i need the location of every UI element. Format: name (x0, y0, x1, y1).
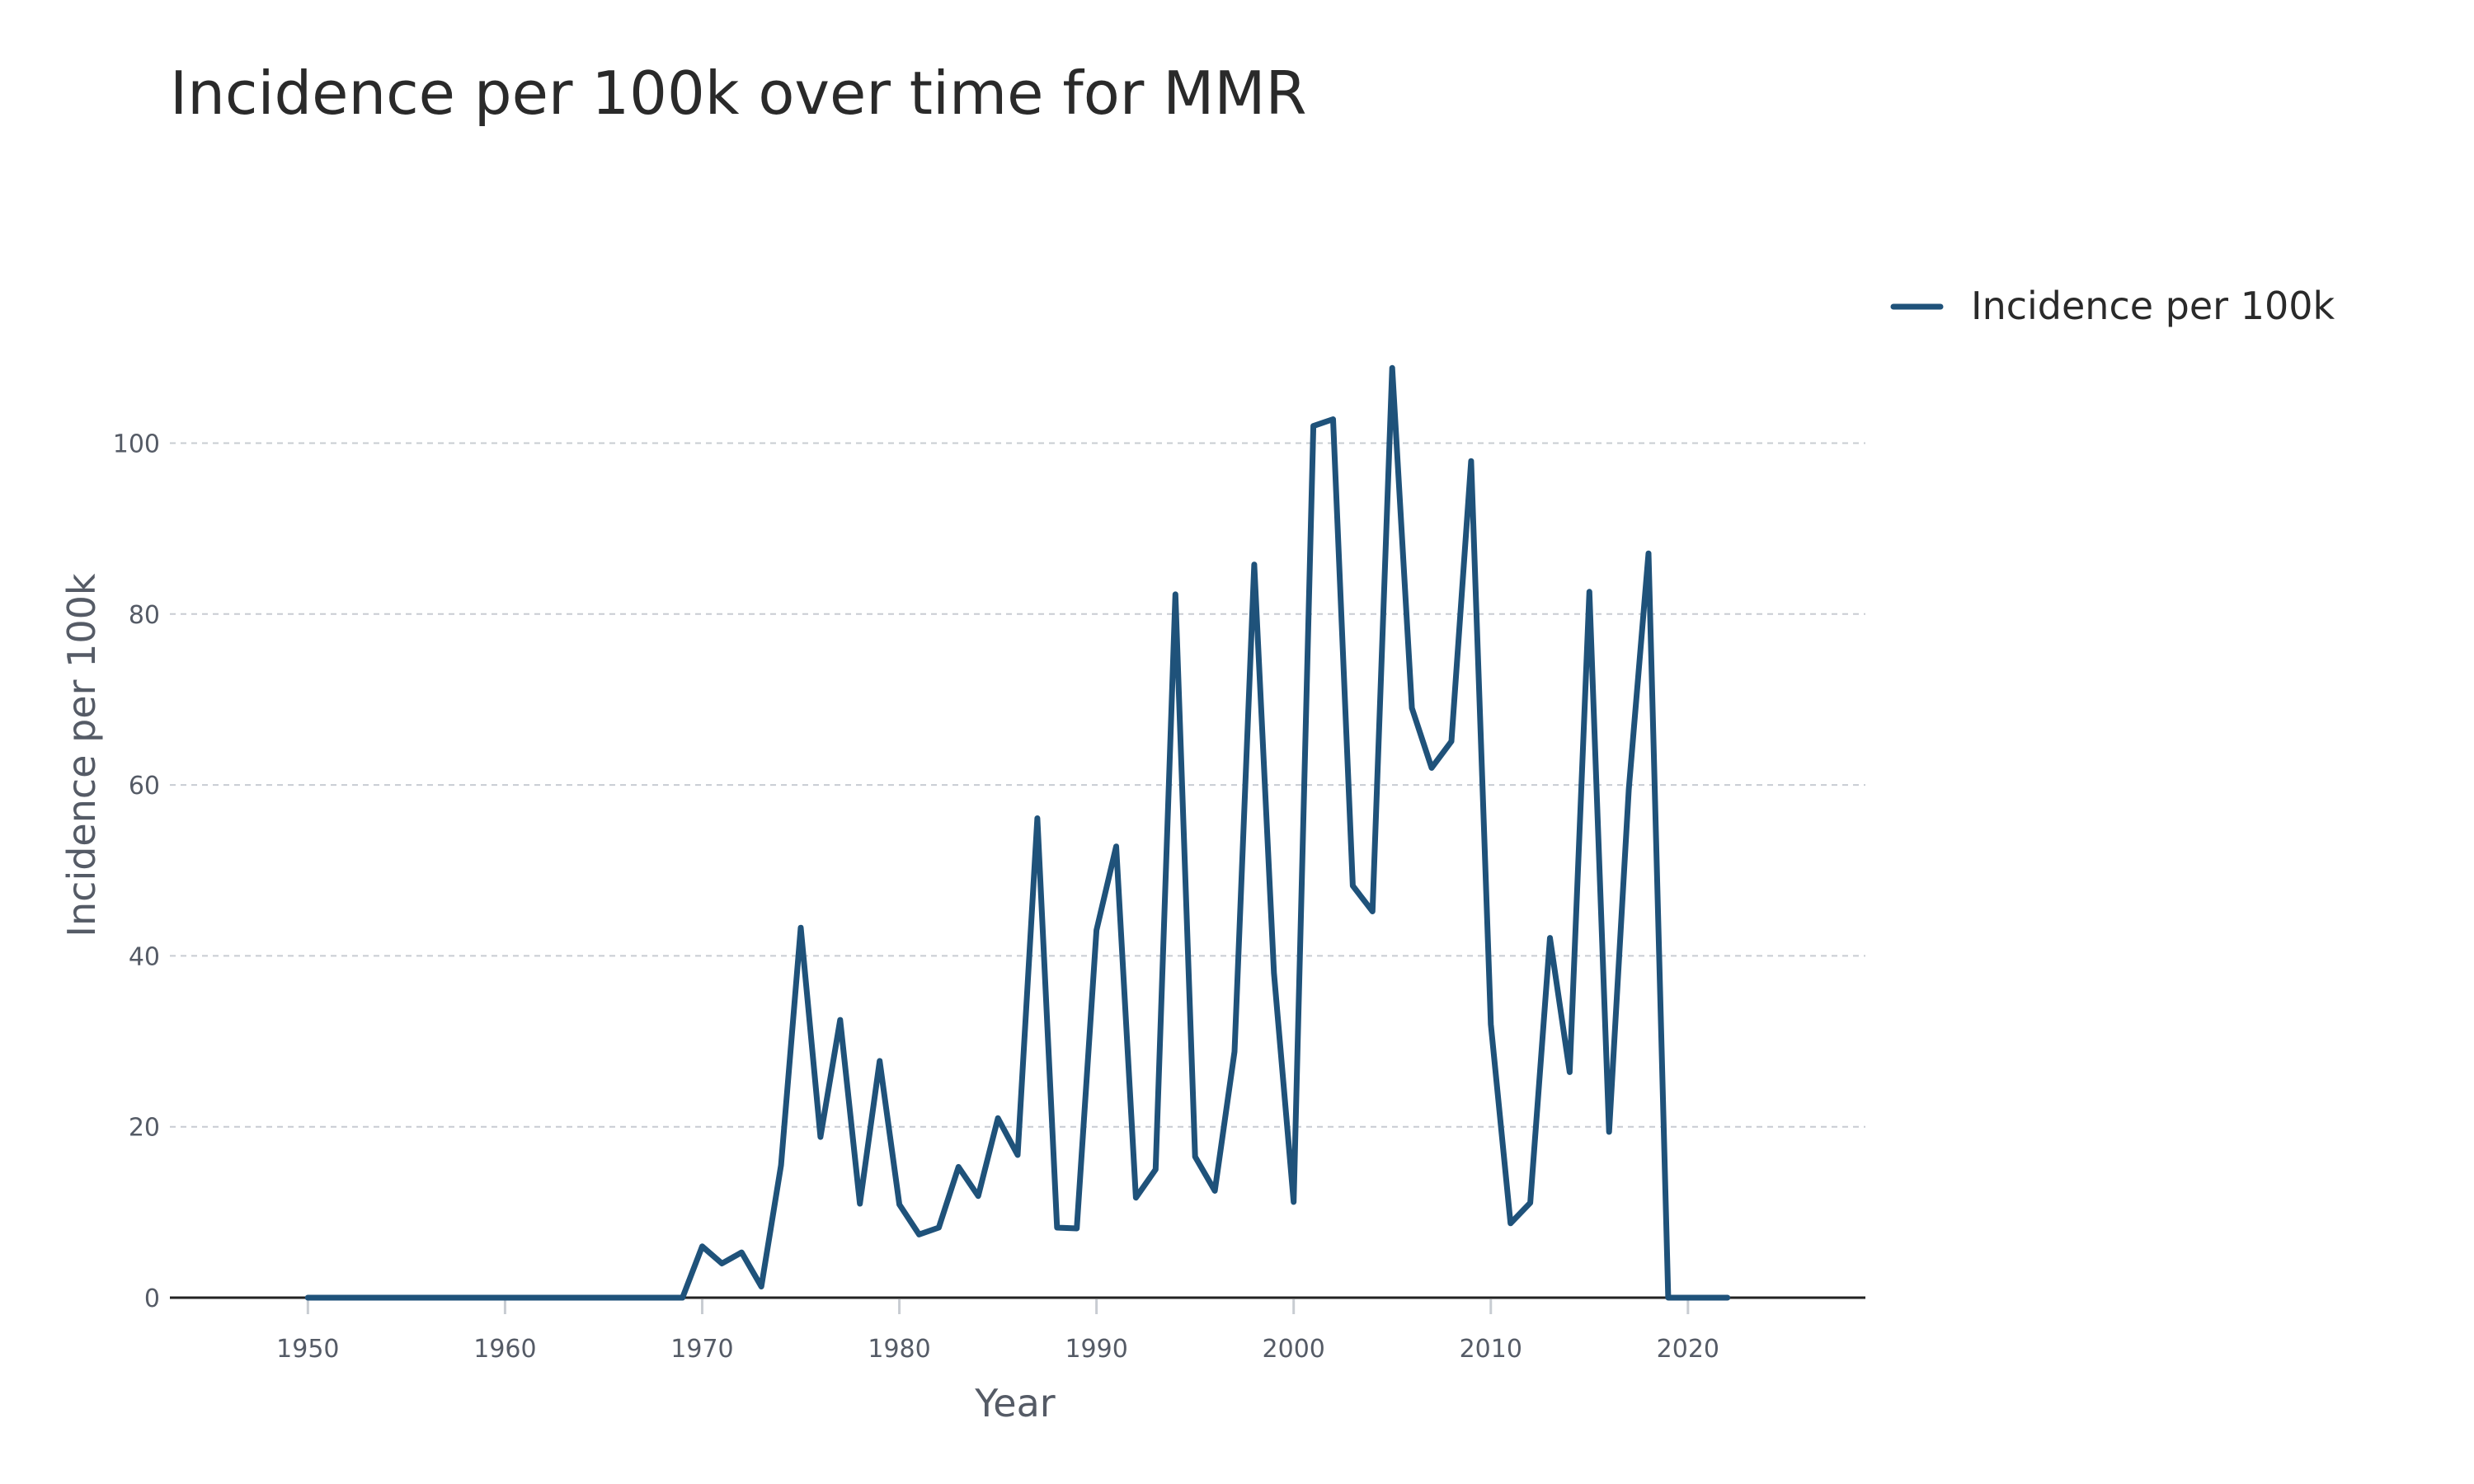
data-point-1990 (1094, 928, 1099, 933)
data-point-1997 (1232, 1049, 1237, 1054)
data-point-2015 (1587, 589, 1592, 594)
data-point-1992 (1133, 1195, 1139, 1200)
data-point-1976 (817, 1134, 823, 1140)
data-point-1961 (522, 1295, 528, 1300)
data-point-1966 (620, 1295, 626, 1300)
data-point-1977 (837, 1017, 843, 1023)
data-point-2005 (1390, 365, 1395, 371)
data-point-2014 (1567, 1069, 1573, 1075)
data-point-1975 (798, 925, 803, 931)
data-point-2018 (1646, 551, 1651, 556)
data-point-1969 (680, 1295, 685, 1300)
data-point-1991 (1113, 843, 1119, 849)
data-point-1958 (463, 1295, 468, 1300)
data-point-1993 (1153, 1167, 1159, 1172)
data-point-1967 (640, 1295, 646, 1300)
data-point-1979 (877, 1058, 882, 1064)
x-tick-label-1990: 1990 (1065, 1335, 1127, 1364)
data-point-2021 (1705, 1295, 1710, 1300)
data-point-2006 (1409, 705, 1415, 711)
legend[interactable]: Incidence per 100k (1890, 284, 2335, 328)
data-point-1981 (916, 1232, 922, 1237)
x-axis-ticks: 1950 1960 1970 1980 1990 2000 2010 2020 (276, 1299, 1719, 1364)
data-point-1998 (1251, 561, 1257, 567)
data-point-1954 (384, 1295, 389, 1300)
series-line-0 (304, 364, 1731, 1301)
data-point-2003 (1350, 883, 1356, 889)
data-point-2008 (1449, 739, 1454, 744)
data-point-2000 (1291, 1199, 1296, 1205)
x-tick-label-2010: 2010 (1460, 1335, 1522, 1364)
data-point-2019 (1665, 1295, 1671, 1300)
data-point-1982 (936, 1225, 942, 1230)
x-tick-label-1950: 1950 (276, 1335, 339, 1364)
y-tick-label-20: 20 (129, 1114, 160, 1143)
data-point-1983 (956, 1164, 962, 1170)
x-tick-label-1970: 1970 (670, 1335, 733, 1364)
data-point-1994 (1173, 591, 1178, 597)
data-point-1951 (325, 1295, 331, 1300)
data-point-1984 (976, 1193, 981, 1199)
x-tick-label-2000: 2000 (1263, 1335, 1325, 1364)
y-tick-label-60: 60 (129, 772, 160, 801)
x-tick-label-1960: 1960 (473, 1335, 536, 1364)
data-point-1972 (739, 1250, 745, 1256)
chart-title: Incidence per 100k over time for MMR (170, 59, 1307, 128)
data-point-2011 (1507, 1220, 1513, 1226)
y-tick-label-80: 80 (129, 601, 160, 630)
data-point-1952 (345, 1295, 350, 1300)
data-point-1985 (995, 1115, 1001, 1121)
data-point-1974 (778, 1162, 784, 1168)
data-point-2009 (1468, 458, 1474, 464)
data-point-1968 (660, 1295, 666, 1300)
data-point-1963 (562, 1295, 567, 1300)
data-point-1957 (443, 1295, 449, 1300)
y-axis-ticks: 0 20 40 60 80 100 (113, 430, 160, 1313)
data-point-2001 (1310, 423, 1316, 429)
data-point-1960 (502, 1295, 508, 1300)
grid-lines (170, 442, 1865, 1128)
y-tick-label-40: 40 (129, 942, 160, 971)
data-point-2010 (1488, 1021, 1493, 1027)
legend-label-incidence: Incidence per 100k (1971, 284, 2335, 328)
data-point-1970 (699, 1243, 705, 1249)
data-point-1989 (1074, 1226, 1079, 1231)
data-point-1980 (896, 1202, 902, 1207)
x-axis-title: Year (974, 1381, 1055, 1425)
data-point-2017 (1626, 787, 1632, 792)
data-point-1971 (719, 1261, 725, 1266)
data-point-2002 (1330, 416, 1336, 422)
data-point-2004 (1370, 909, 1376, 914)
data-point-1965 (601, 1295, 606, 1300)
data-point-1962 (542, 1295, 548, 1300)
data-point-1953 (365, 1295, 370, 1300)
data-point-2022 (1724, 1295, 1730, 1300)
data-point-1964 (581, 1295, 586, 1300)
data-point-1956 (423, 1295, 429, 1300)
x-tick-label-1980: 1980 (868, 1335, 930, 1364)
x-tick-label-2020: 2020 (1657, 1335, 1719, 1364)
data-point-1999 (1271, 970, 1277, 976)
data-point-1955 (403, 1295, 409, 1300)
data-point-2013 (1547, 935, 1553, 941)
data-point-2020 (1685, 1295, 1691, 1300)
data-point-2016 (1606, 1129, 1612, 1134)
data-point-2012 (1527, 1200, 1533, 1205)
y-tick-label-100: 100 (113, 430, 160, 458)
series-layer (304, 364, 1731, 1301)
data-point-2007 (1429, 765, 1434, 771)
data-point-1959 (482, 1295, 488, 1300)
data-point-1987 (1034, 815, 1040, 821)
data-point-1950 (305, 1295, 311, 1300)
data-point-1988 (1054, 1225, 1060, 1230)
data-point-1996 (1212, 1188, 1218, 1194)
data-point-1995 (1192, 1154, 1198, 1159)
data-point-1978 (857, 1201, 863, 1206)
data-point-1973 (759, 1284, 764, 1289)
data-point-1986 (1015, 1152, 1020, 1158)
y-axis-title: Incidence per 100k (59, 573, 104, 937)
y-tick-label-0: 0 (144, 1284, 160, 1313)
